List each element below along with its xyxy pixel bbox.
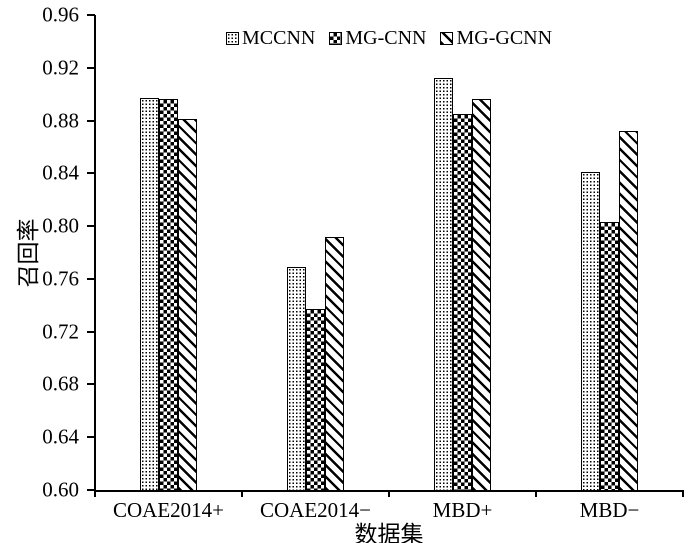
bar-mg-gcnn-coae2014- xyxy=(325,236,344,491)
category-label: MBD+ xyxy=(432,498,493,522)
x-tick-mark xyxy=(682,490,684,497)
x-axis-title: 数据集 xyxy=(354,522,424,543)
y-tick-label: 0.68 xyxy=(42,371,79,396)
y-tick-label: 0.60 xyxy=(42,477,79,502)
y-tick-label: 0.92 xyxy=(42,55,79,80)
legend-item-mg-gcnn: MG-GCNN xyxy=(440,27,552,50)
bar-mg-cnn-coae2014- xyxy=(306,309,325,491)
x-tick-mark xyxy=(388,490,390,497)
y-tick-mark xyxy=(87,436,95,439)
bar-mg-cnn-mbd- xyxy=(453,113,472,491)
bar-mccnn-coae2014- xyxy=(140,98,159,491)
y-tick-mark xyxy=(87,277,95,280)
x-tick-mark xyxy=(94,490,96,497)
bar-mg-cnn-mbd- xyxy=(600,222,619,491)
category-label: COAE2014+ xyxy=(112,498,225,522)
category-label: COAE2014− xyxy=(259,498,372,522)
bar-mccnn-coae2014- xyxy=(287,267,306,491)
y-tick-label: 0.84 xyxy=(42,160,79,185)
y-tick-label: 0.88 xyxy=(42,108,79,133)
y-tick-mark xyxy=(87,66,95,69)
bar-mccnn-mbd- xyxy=(434,78,453,491)
y-tick-mark xyxy=(87,383,95,386)
bar-mg-gcnn-mbd- xyxy=(472,99,491,491)
x-tick-mark xyxy=(241,490,243,497)
y-tick-mark xyxy=(87,330,95,333)
legend: MCCNN MG-CNN MG-GCNN xyxy=(226,27,552,50)
bar-mccnn-mbd- xyxy=(581,172,600,491)
y-tick-mark xyxy=(87,489,95,491)
category-label: MBD− xyxy=(579,498,640,522)
x-tick-mark xyxy=(535,490,537,497)
y-tick-label: 0.72 xyxy=(42,319,79,344)
y-tick-mark xyxy=(87,172,95,175)
legend-item-mg-cnn: MG-CNN xyxy=(329,27,426,50)
legend-swatch-dots-icon xyxy=(226,32,239,45)
y-axis-line xyxy=(94,15,96,492)
y-tick-label: 0.80 xyxy=(42,213,79,238)
legend-label: MG-CNN xyxy=(345,27,427,49)
legend-swatch-diag-icon xyxy=(440,32,454,45)
legend-swatch-checker-icon xyxy=(329,32,343,45)
legend-item-mccnn: MCCNN xyxy=(226,27,315,50)
legend-label: MG-GCNN xyxy=(456,27,553,49)
bar-mg-gcnn-mbd- xyxy=(619,131,638,491)
y-tick-mark xyxy=(87,119,95,122)
legend-label: MCCNN xyxy=(242,27,316,49)
y-tick-mark xyxy=(87,14,95,16)
y-tick-label: 0.76 xyxy=(42,266,79,291)
y-tick-label: 0.96 xyxy=(42,2,79,27)
y-tick-label: 0.64 xyxy=(42,424,79,449)
y-tick-mark xyxy=(87,225,95,228)
bar-mg-cnn-coae2014- xyxy=(159,99,178,491)
bar-mg-gcnn-coae2014- xyxy=(178,119,197,491)
